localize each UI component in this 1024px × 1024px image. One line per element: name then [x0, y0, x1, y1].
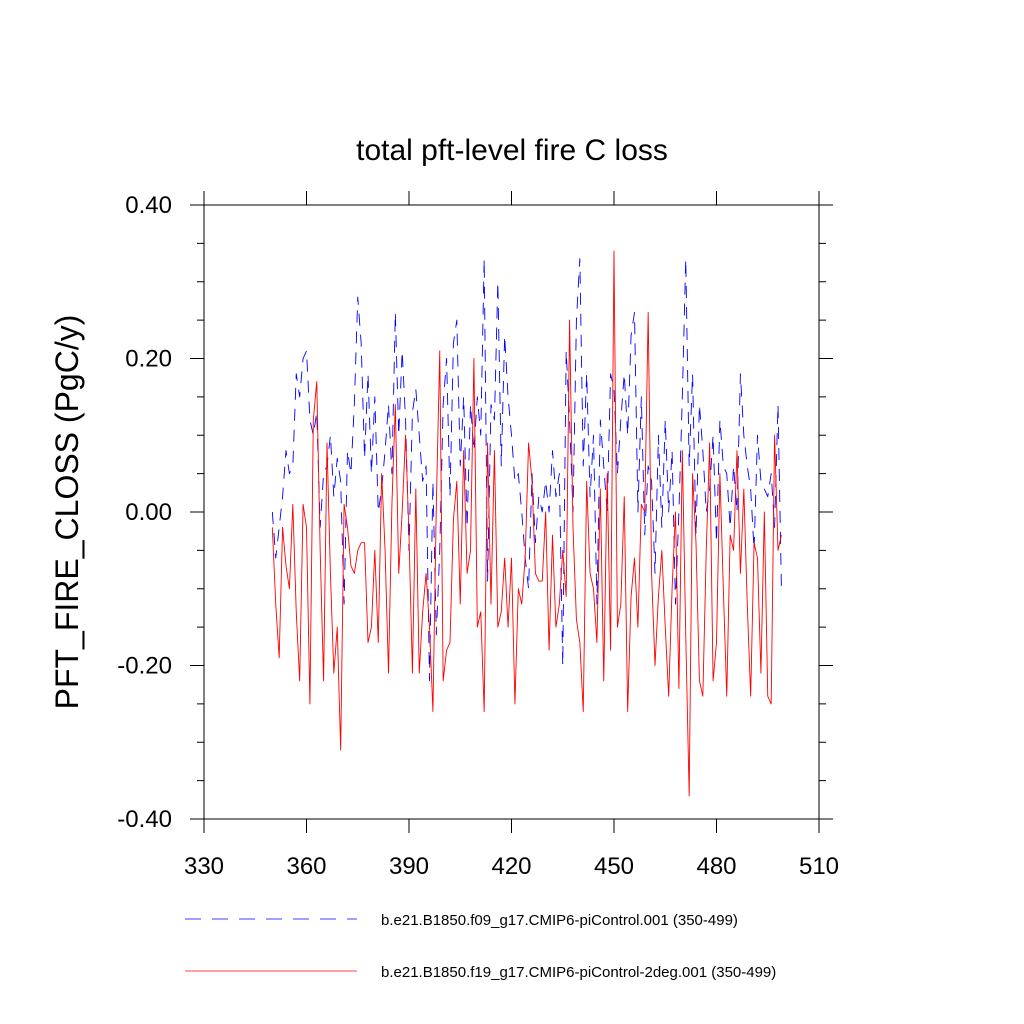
- x-tick-label-3: 420: [491, 853, 531, 880]
- legend-label-series-2: b.e21.B1850.f19_g17.CMIP6-piControl-2deg…: [381, 964, 776, 981]
- x-tick-label-6: 510: [799, 853, 839, 880]
- axis-ticks: [190, 191, 833, 833]
- plot-frame: [203, 204, 820, 820]
- plot-series: [271, 250, 782, 797]
- series-line-1: [271, 258, 782, 682]
- y-tick-label-3: 0.20: [125, 346, 172, 373]
- legend-label-series-1: b.e21.B1850.f09_g17.CMIP6-piControl.001 …: [381, 912, 738, 929]
- chart-title: total pft-level fire C loss: [356, 134, 668, 167]
- x-tick-label-4: 450: [594, 853, 634, 880]
- y-tick-label-0: -0.40: [117, 806, 172, 833]
- y-axis-label: PFT_FIRE_CLOSS (PgC/y): [49, 315, 85, 710]
- x-tick-labels: 330 360 390 420 450 480 510: [184, 853, 839, 880]
- x-tick-label-2: 390: [389, 853, 429, 880]
- y-tick-label-4: 0.40: [125, 192, 172, 219]
- x-tick-label-5: 480: [696, 853, 736, 880]
- x-tick-label-0: 330: [184, 853, 224, 880]
- y-tick-label-2: 0.00: [125, 499, 172, 526]
- y-tick-label-1: -0.20: [117, 653, 172, 680]
- y-tick-labels: -0.40 -0.20 0.00 0.20 0.40: [117, 192, 172, 833]
- x-tick-label-1: 360: [286, 853, 326, 880]
- legend: b.e21.B1850.f09_g17.CMIP6-piControl.001 …: [185, 912, 776, 981]
- series-line-2: [271, 250, 782, 797]
